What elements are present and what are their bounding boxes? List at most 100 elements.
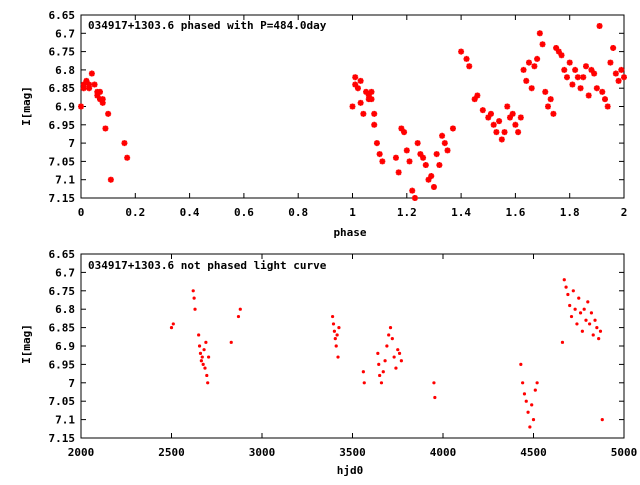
chart-title: 034917+1303.6 not phased light curve — [88, 259, 327, 272]
data-point — [99, 99, 106, 106]
x-tick-label: 1.6 — [505, 206, 525, 219]
x-tick-label: 2 — [621, 206, 628, 219]
data-point — [383, 359, 387, 363]
phased-light-curve-panel: 034917+1303.6 phased with P=484.0day pha… — [20, 9, 627, 239]
data-point — [535, 381, 539, 385]
y-tick-label: 7.1 — [55, 414, 75, 427]
data-point — [337, 326, 341, 330]
data-point — [597, 337, 601, 341]
data-point — [207, 355, 211, 359]
data-point — [398, 125, 405, 132]
data-point — [102, 125, 109, 132]
data-point — [205, 373, 209, 378]
data-point — [573, 307, 577, 311]
data-point — [578, 311, 583, 315]
x-tick-label: 0.6 — [234, 206, 254, 219]
data-point — [379, 381, 384, 385]
data-point — [441, 140, 448, 147]
x-axis-label: hjd0 — [337, 464, 364, 477]
data-point — [428, 173, 435, 180]
data-point — [390, 337, 394, 341]
data-point — [568, 303, 572, 308]
data-point — [463, 55, 470, 62]
x-tick-label: 0 — [78, 206, 85, 219]
data-point — [409, 187, 416, 194]
data-point — [523, 77, 530, 84]
data-point — [361, 370, 365, 374]
data-point — [229, 340, 233, 344]
data-point — [487, 110, 494, 117]
data-point — [444, 147, 451, 154]
data-point — [107, 176, 114, 183]
y-tick-label: 6.95 — [49, 358, 76, 371]
data-point — [206, 381, 210, 385]
data-point — [531, 63, 538, 70]
data-point — [595, 326, 599, 330]
data-point — [599, 88, 606, 95]
y-tick-label: 6.65 — [49, 9, 76, 22]
data-point — [368, 88, 375, 95]
data-point — [357, 99, 364, 106]
y-tick-label: 6.75 — [49, 46, 76, 59]
data-point — [401, 129, 408, 136]
data-point — [536, 30, 543, 37]
data-point — [394, 366, 398, 370]
data-point — [519, 362, 523, 366]
data-point — [425, 176, 432, 183]
data-point — [411, 195, 418, 201]
data-point — [376, 151, 383, 158]
data-point — [236, 314, 241, 319]
data-point — [515, 129, 522, 136]
data-point — [371, 121, 378, 128]
data-point — [582, 307, 586, 311]
data-point — [197, 344, 202, 348]
data-point — [379, 158, 386, 165]
data-point — [363, 88, 370, 95]
data-point — [562, 278, 566, 282]
data-point — [504, 103, 511, 110]
data-point — [479, 107, 486, 114]
data-point — [121, 140, 128, 147]
y-tick-label: 7.05 — [49, 395, 76, 408]
data-point — [569, 81, 576, 88]
data-point — [357, 77, 364, 84]
data-point — [124, 154, 131, 161]
data-point — [200, 355, 204, 359]
data-point — [474, 92, 481, 99]
x-tick-label: 3000 — [249, 446, 276, 459]
y-axis-label: I[mag] — [20, 324, 33, 364]
data-point — [544, 103, 551, 110]
data-point — [593, 85, 600, 92]
data-point — [561, 66, 568, 73]
data-point — [607, 59, 614, 66]
x-tick-label: 1.2 — [397, 206, 417, 219]
data-point — [362, 381, 366, 385]
data-point — [406, 158, 413, 165]
data-point — [432, 381, 436, 385]
data-point — [86, 85, 93, 92]
data-point — [331, 322, 336, 326]
data-point — [577, 85, 584, 92]
data-point — [91, 81, 98, 88]
data-point — [571, 289, 575, 293]
data-point — [530, 403, 534, 407]
data-point — [365, 92, 372, 99]
data-point — [97, 88, 104, 95]
data-point — [449, 125, 456, 132]
data-point — [485, 114, 492, 121]
data-point — [171, 322, 175, 326]
data-point — [203, 366, 207, 370]
data-point — [501, 129, 508, 136]
data-point — [354, 85, 361, 92]
data-point — [377, 362, 381, 366]
data-point — [80, 81, 87, 88]
x-tick-label: 0.8 — [288, 206, 308, 219]
data-point — [533, 388, 537, 392]
data-point — [88, 70, 95, 77]
unphased-light-curve-panel: 034917+1303.6 not phased light curve hjd… — [20, 248, 637, 477]
data-point — [414, 140, 421, 147]
data-point — [349, 103, 356, 110]
data-point — [335, 333, 339, 337]
data-point — [395, 169, 402, 176]
